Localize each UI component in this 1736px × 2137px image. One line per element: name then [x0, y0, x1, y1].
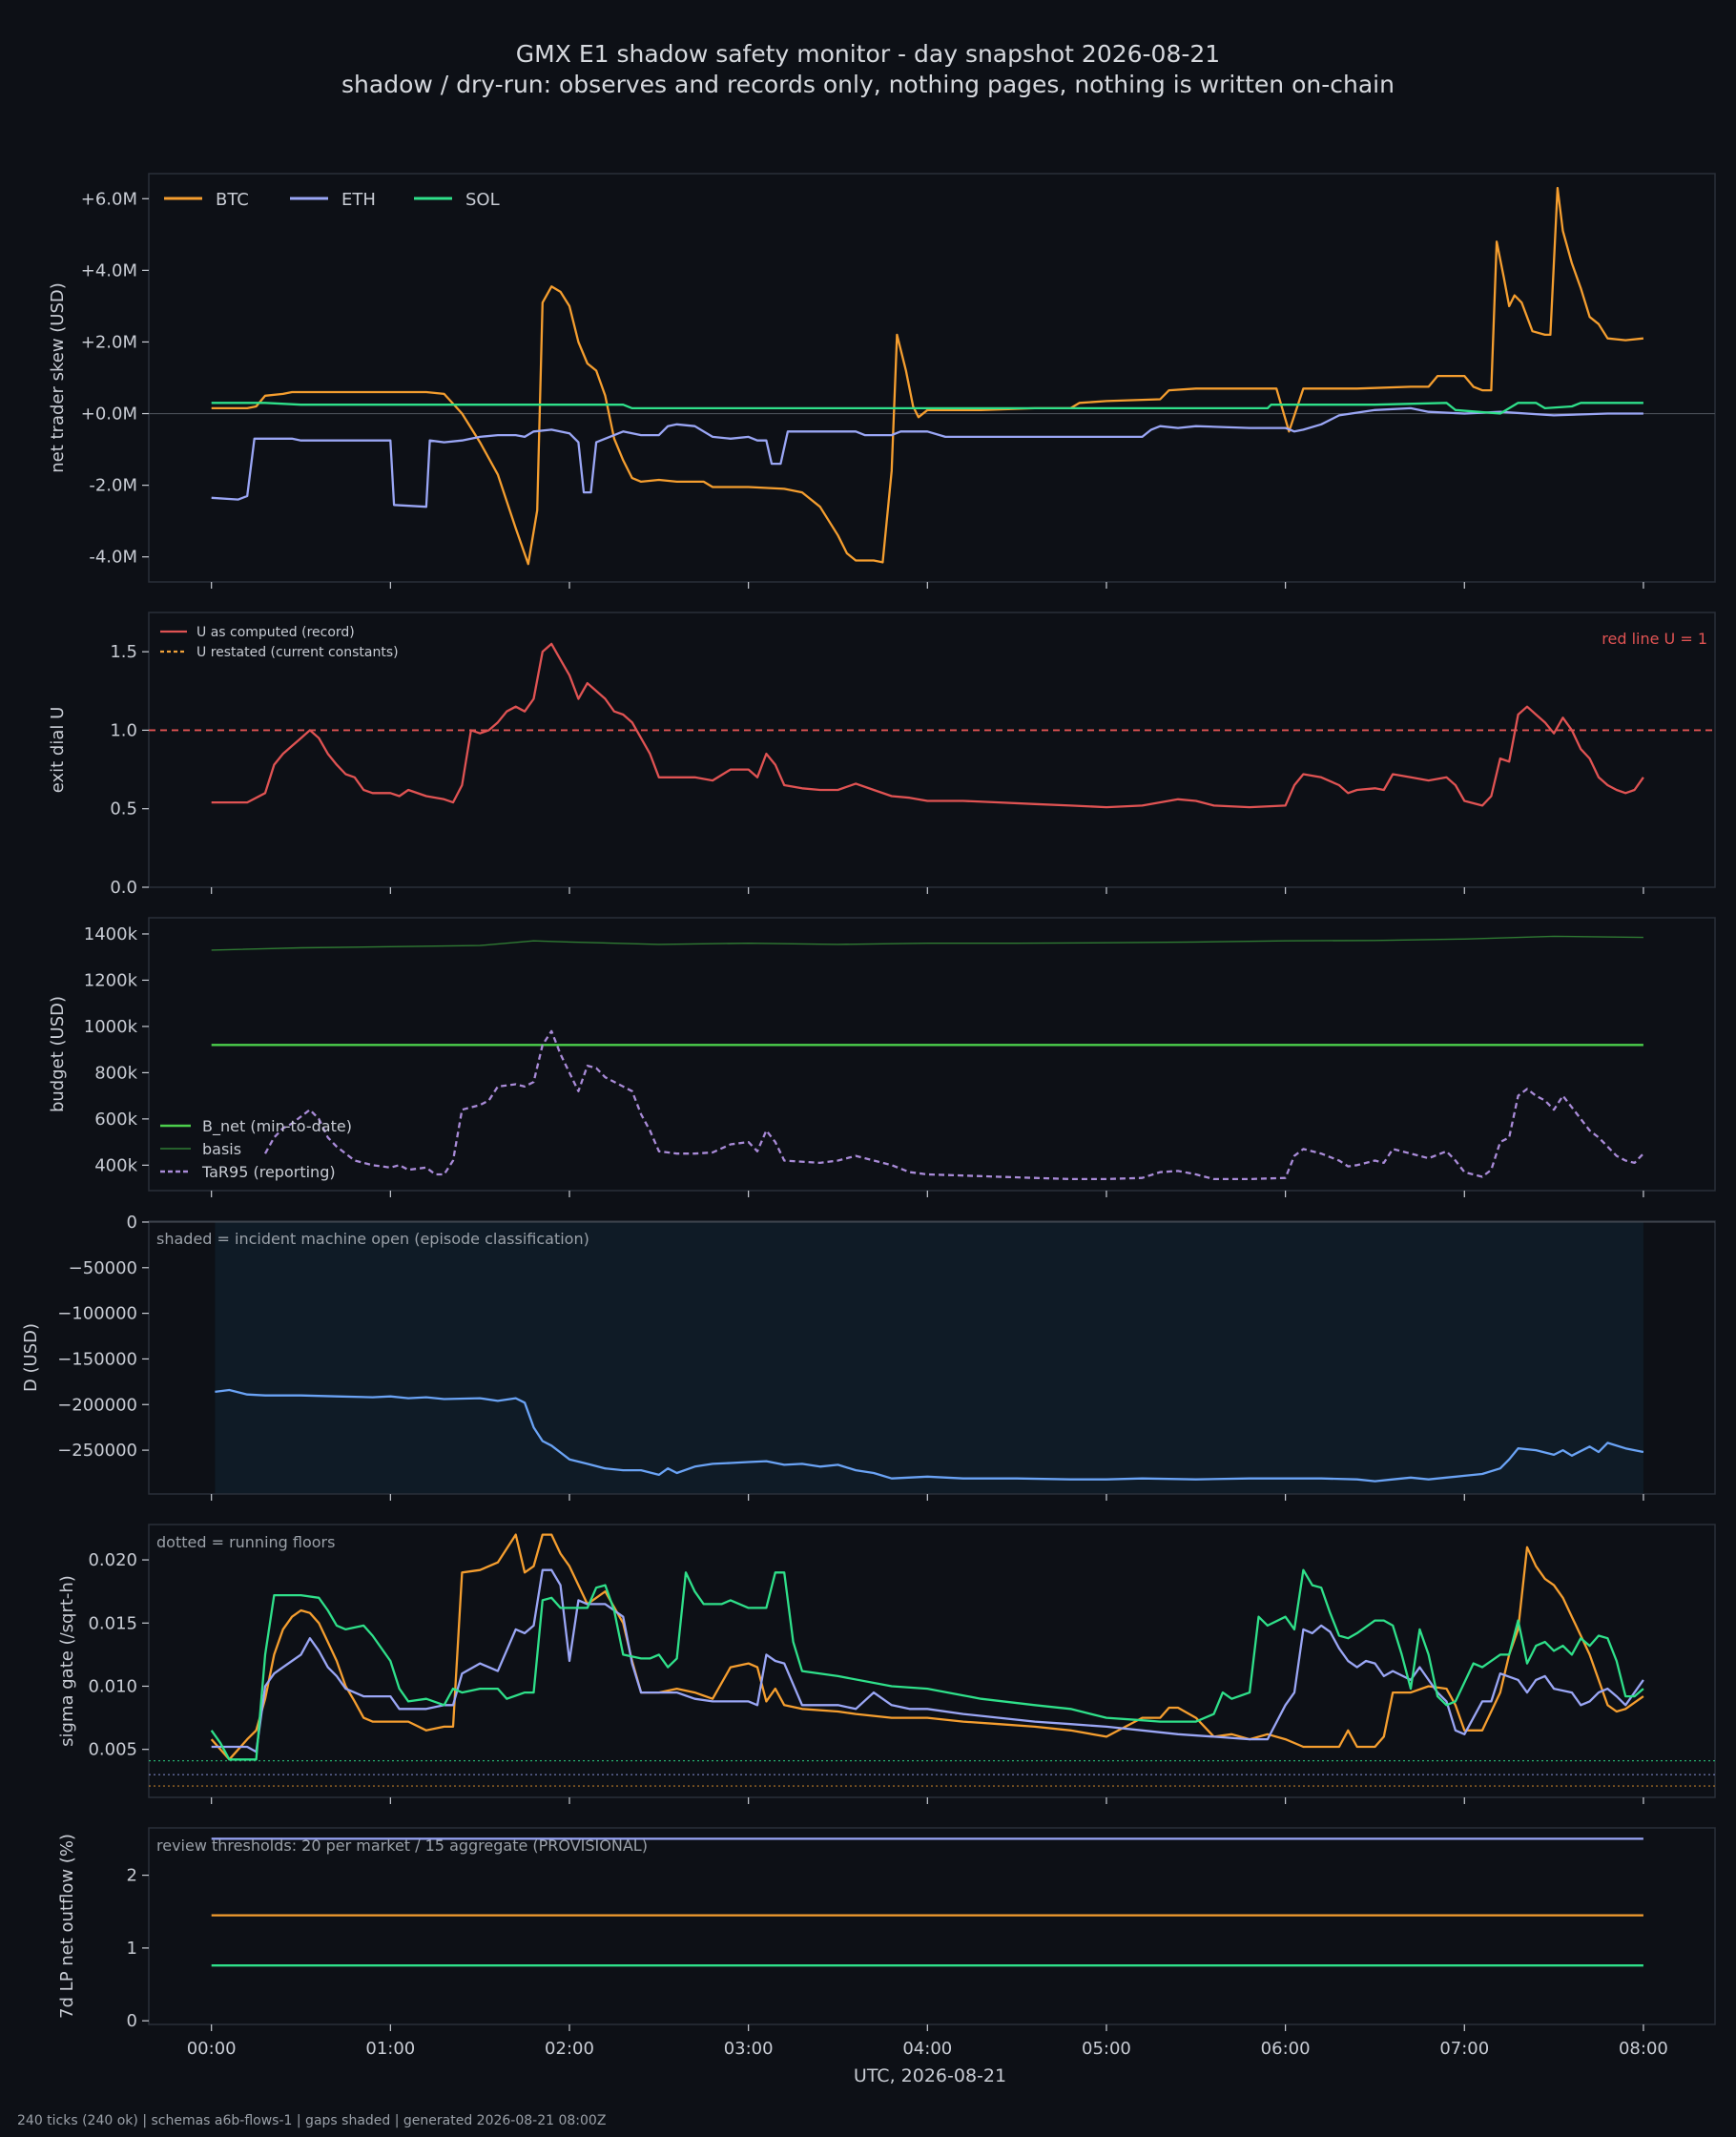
status-footer: 240 ticks (240 ok) | schemas a6b-flows-1… [17, 2113, 607, 2128]
x-tick-label: 00:00 [187, 2039, 237, 2059]
legend-entry: ETH [341, 190, 376, 210]
y-tick-label: −150000 [57, 1349, 137, 1369]
series-line-eth [211, 406, 1643, 508]
series-line-btc [211, 186, 1644, 566]
y-tick-label: 400k [94, 1155, 137, 1175]
y-tick-label: 1 [127, 1939, 137, 1959]
series-line-basis [211, 935, 1643, 951]
y-tick-label: 1.0 [110, 720, 137, 740]
legend-entry: BTC [216, 190, 249, 210]
y-tick-label: 1400k [84, 924, 138, 944]
y-tick-label: −50000 [69, 1258, 137, 1278]
y-axis-label: exit dial U [48, 707, 68, 794]
x-tick-label: 08:00 [1619, 2039, 1668, 2059]
panel-d_usd: 0 −50000 −100000 −150000 −200000 −250000 D (US… [21, 1213, 1716, 1501]
panel-frame [148, 1827, 1716, 2025]
panel-skew: -4.0M -2.0M +0.0M +2.0M +4.0M +6.0M net trader… [48, 173, 1716, 589]
y-tick-label: +0.0M [81, 405, 137, 425]
panel-frame [148, 917, 1716, 1192]
panel-annotation: shaded = incident machine open (episode … [156, 1230, 589, 1248]
y-tick-label: −250000 [57, 1441, 137, 1461]
y-tick-label: +2.0M [81, 332, 137, 352]
panel-frame [148, 612, 1716, 888]
legend-entry: SOL [465, 190, 500, 210]
panel-sigma: 0.005 0.010 0.015 0.020 sigma gate (/sqrt-h)… [57, 1524, 1716, 1804]
y-tick-label: 0 [127, 1213, 137, 1233]
y-tick-label: 0 [127, 2011, 137, 2031]
x-tick-label: 03:00 [724, 2039, 774, 2059]
legend-entry: U restated (current constants) [196, 645, 399, 660]
panel-annotation: review thresholds: 20 per market / 15 ag… [156, 1836, 648, 1855]
x-tick-label: 07:00 [1439, 2039, 1489, 2059]
red-line-label: red line U = 1 [1602, 630, 1707, 648]
panel-budget: 400k 600k 800k 1000k 1200k 1400k budget (USD) B… [48, 917, 1716, 1197]
figure-subtitle: shadow / dry-run: observes and records o… [341, 71, 1395, 98]
x-tick-label: 04:00 [902, 2039, 952, 2059]
series-line-btc [210, 1533, 1644, 1761]
y-tick-label: 0.015 [88, 1613, 137, 1633]
y-tick-label: 2 [127, 1866, 137, 1886]
y-tick-label: −100000 [57, 1304, 137, 1324]
panel-frame [148, 173, 1716, 583]
y-tick-label: 0.0 [110, 878, 137, 898]
figure-title: GMX E1 shadow safety monitor - day snaps… [515, 40, 1221, 68]
plot-area [149, 642, 1715, 809]
plot-area [211, 186, 1644, 566]
y-tick-label: +6.0M [81, 189, 137, 209]
legend: U as computed (record) U restated (curren… [160, 625, 399, 660]
legend-entry: basis [202, 1140, 241, 1158]
y-axis-label: sigma gate (/sqrt-h) [57, 1575, 77, 1747]
series-line-sol [211, 402, 1643, 415]
y-tick-label: 600k [94, 1110, 137, 1130]
y-tick-label: -2.0M [89, 476, 137, 496]
y-tick-label: +4.0M [81, 260, 137, 280]
y-tick-label: 0.005 [88, 1740, 137, 1760]
y-tick-label: 1200k [84, 970, 138, 990]
y-tick-label: 800k [94, 1063, 137, 1083]
panel-annotation: dotted = running floors [156, 1533, 335, 1551]
series-line-sol [210, 1568, 1644, 1761]
y-tick-label: 0.010 [88, 1676, 137, 1696]
y-tick-label: 0.020 [88, 1550, 137, 1570]
panel-frame [148, 1220, 1716, 1495]
y-tick-label: 1000k [84, 1017, 138, 1037]
panel-lp_outflow: 0 1 2 00:00 01:00 02:00 03:00 04:00 05:00 06:00 07… [57, 1827, 1716, 2086]
legend-entry: B_net (min-to-date) [202, 1117, 352, 1136]
legend-entry: U as computed (record) [196, 625, 355, 640]
legend: B_net (min-to-date) basis TaR95 (reporting… [160, 1117, 352, 1181]
y-tick-label: -4.0M [89, 548, 137, 568]
x-tick-label: 06:00 [1261, 2039, 1311, 2059]
panel-frame [148, 1524, 1716, 1798]
legend: BTC ETH SOL [164, 190, 500, 210]
x-tick-label: 01:00 [365, 2039, 415, 2059]
series-line-eth [211, 1568, 1644, 1753]
y-tick-label: 0.5 [110, 799, 137, 820]
plot-area [211, 1837, 1643, 1967]
y-tick-label: 1.5 [110, 642, 137, 662]
y-axis-label: 7d LP net outflow (%) [57, 1834, 77, 2019]
y-axis-label: budget (USD) [48, 996, 68, 1112]
series-line-tar95-reporting- [263, 1029, 1644, 1181]
series-line-d [215, 1388, 1644, 1483]
y-axis-label: D (USD) [21, 1323, 41, 1392]
plot-area [215, 1388, 1644, 1483]
x-tick-label: 05:00 [1082, 2039, 1131, 2059]
x-tick-label: 02:00 [545, 2039, 594, 2059]
incident-shade [215, 1221, 1643, 1494]
series-line-u-as-computed-record- [211, 642, 1644, 809]
x-axis-label: UTC, 2026-08-21 [854, 2065, 1006, 2086]
plot-area [149, 1533, 1715, 1787]
y-axis-label: net trader skew (USD) [48, 282, 68, 473]
panel-exit_dial: 0.0 0.5 1.0 1.5 exit dial U red line U = 1 U a… [48, 612, 1716, 898]
plot-area [211, 935, 1644, 1181]
y-tick-label: −200000 [57, 1395, 137, 1415]
legend-entry: TaR95 (reporting) [201, 1163, 336, 1181]
